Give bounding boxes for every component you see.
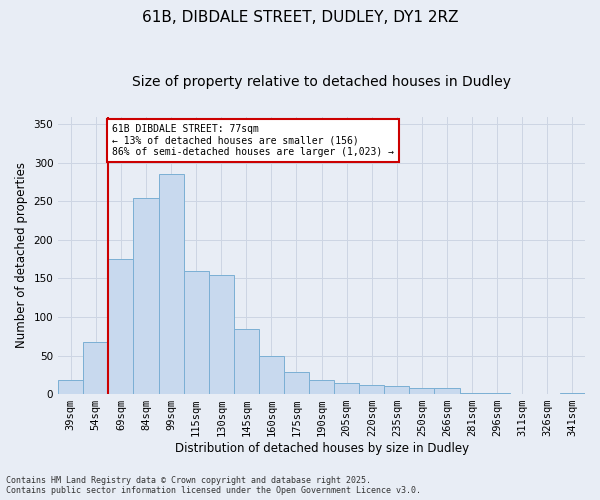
Bar [83,342,109,394]
Text: Contains HM Land Registry data © Crown copyright and database right 2025.
Contai: Contains HM Land Registry data © Crown c… [6,476,421,495]
Y-axis label: Number of detached properties: Number of detached properties [15,162,28,348]
Bar [460,392,485,394]
X-axis label: Distribution of detached houses by size in Dudley: Distribution of detached houses by size … [175,442,469,455]
Bar [334,382,359,394]
Bar [485,392,510,394]
Bar [109,259,133,394]
Bar [158,174,184,394]
Bar [309,380,334,394]
Bar [409,388,434,394]
Bar [234,328,259,394]
Bar [434,388,460,394]
Text: 61B DIBDALE STREET: 77sqm
← 13% of detached houses are smaller (156)
86% of semi: 61B DIBDALE STREET: 77sqm ← 13% of detac… [112,124,394,158]
Text: 61B, DIBDALE STREET, DUDLEY, DY1 2RZ: 61B, DIBDALE STREET, DUDLEY, DY1 2RZ [142,10,458,25]
Bar [259,356,284,394]
Bar [209,274,234,394]
Bar [560,392,585,394]
Bar [133,198,158,394]
Title: Size of property relative to detached houses in Dudley: Size of property relative to detached ho… [132,75,511,89]
Bar [184,270,209,394]
Bar [359,385,385,394]
Bar [58,380,83,394]
Bar [284,372,309,394]
Bar [385,386,409,394]
